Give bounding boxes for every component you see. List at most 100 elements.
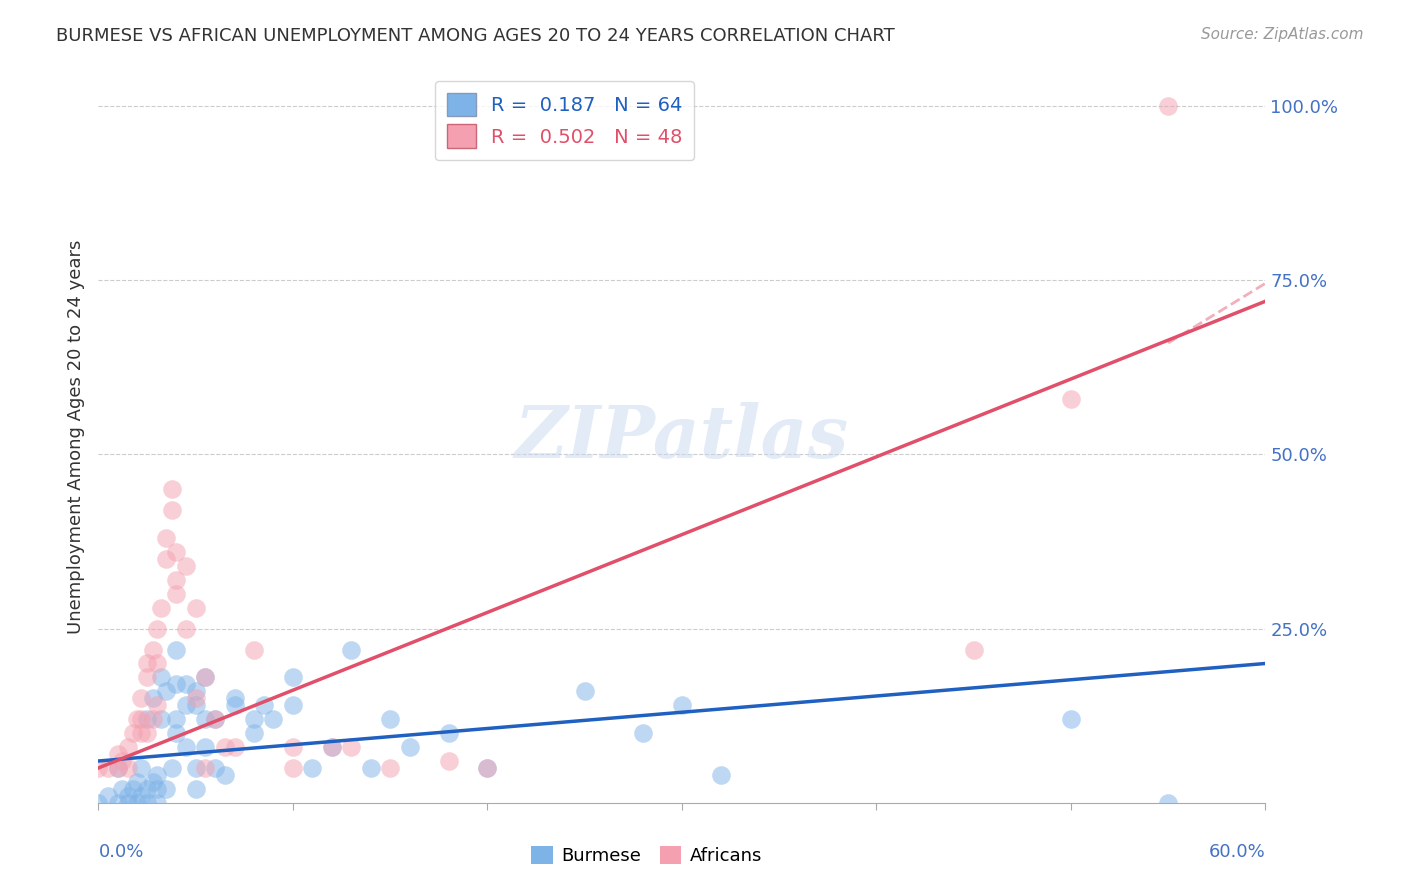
Point <box>107 761 129 775</box>
Point <box>136 712 159 726</box>
Point <box>671 698 693 713</box>
Point <box>107 796 129 810</box>
Point <box>165 573 187 587</box>
Point <box>136 796 159 810</box>
Text: 0.0%: 0.0% <box>98 843 143 861</box>
Point <box>301 761 323 775</box>
Point <box>1060 712 1083 726</box>
Point <box>194 740 217 755</box>
Point <box>165 726 187 740</box>
Point <box>111 754 134 768</box>
Point <box>262 712 284 726</box>
Point <box>184 600 207 615</box>
Point <box>477 761 499 775</box>
Point <box>962 642 984 657</box>
Point <box>340 642 363 657</box>
Y-axis label: Unemployment Among Ages 20 to 24 years: Unemployment Among Ages 20 to 24 years <box>66 240 84 634</box>
Point <box>398 740 420 755</box>
Point <box>281 740 304 755</box>
Point <box>1060 392 1083 406</box>
Point <box>378 761 402 775</box>
Text: Source: ZipAtlas.com: Source: ZipAtlas.com <box>1201 27 1364 42</box>
Point <box>155 531 177 545</box>
Point <box>204 712 226 726</box>
Point <box>155 684 177 698</box>
Text: BURMESE VS AFRICAN UNEMPLOYMENT AMONG AGES 20 TO 24 YEARS CORRELATION CHART: BURMESE VS AFRICAN UNEMPLOYMENT AMONG AG… <box>56 27 896 45</box>
Point <box>184 698 207 713</box>
Point <box>437 726 460 740</box>
Point <box>214 768 236 782</box>
Point <box>136 670 159 684</box>
Point <box>117 789 139 803</box>
Point <box>224 740 246 755</box>
Point <box>122 781 145 796</box>
Point <box>149 600 172 615</box>
Point <box>194 712 217 726</box>
Point <box>174 677 197 691</box>
Point <box>243 712 266 726</box>
Point <box>136 726 159 740</box>
Point <box>142 775 165 789</box>
Point <box>107 747 129 761</box>
Point <box>129 789 152 803</box>
Point <box>129 691 152 706</box>
Point <box>243 642 266 657</box>
Point <box>117 796 139 810</box>
Point <box>174 558 197 573</box>
Point <box>281 670 304 684</box>
Point <box>243 726 266 740</box>
Point <box>437 754 460 768</box>
Text: ZIPatlas: ZIPatlas <box>515 401 849 473</box>
Point <box>162 503 184 517</box>
Point <box>1157 796 1180 810</box>
Point <box>155 552 177 566</box>
Point <box>136 781 159 796</box>
Point <box>149 712 172 726</box>
Point <box>129 761 152 775</box>
Point <box>204 761 226 775</box>
Point <box>1157 99 1180 113</box>
Point <box>146 622 169 636</box>
Point <box>204 712 226 726</box>
Text: 60.0%: 60.0% <box>1209 843 1265 861</box>
Point <box>117 740 139 755</box>
Legend: Burmese, Africans: Burmese, Africans <box>522 837 772 874</box>
Point <box>107 761 129 775</box>
Point <box>165 545 187 559</box>
Point <box>149 670 172 684</box>
Point <box>174 698 197 713</box>
Point <box>165 587 187 601</box>
Point <box>340 740 363 755</box>
Point <box>97 761 120 775</box>
Point <box>146 768 169 782</box>
Point <box>194 761 217 775</box>
Point <box>87 796 110 810</box>
Point <box>224 698 246 713</box>
Point <box>184 684 207 698</box>
Point <box>710 768 733 782</box>
Point <box>129 712 152 726</box>
Point <box>87 761 110 775</box>
Point <box>378 712 402 726</box>
Point <box>281 761 304 775</box>
Point <box>142 691 165 706</box>
Point <box>127 775 149 789</box>
Point <box>127 796 149 810</box>
Point <box>360 761 382 775</box>
Point <box>142 642 165 657</box>
Point <box>184 691 207 706</box>
Point <box>155 781 177 796</box>
Point <box>165 642 187 657</box>
Point <box>574 684 596 698</box>
Point <box>321 740 343 755</box>
Point <box>162 483 184 497</box>
Point <box>184 761 207 775</box>
Point <box>184 781 207 796</box>
Point <box>146 698 169 713</box>
Point <box>146 781 169 796</box>
Legend: R =  0.187   N = 64, R =  0.502   N = 48: R = 0.187 N = 64, R = 0.502 N = 48 <box>434 81 695 160</box>
Point <box>127 712 149 726</box>
Point <box>165 712 187 726</box>
Point <box>122 726 145 740</box>
Point <box>174 740 197 755</box>
